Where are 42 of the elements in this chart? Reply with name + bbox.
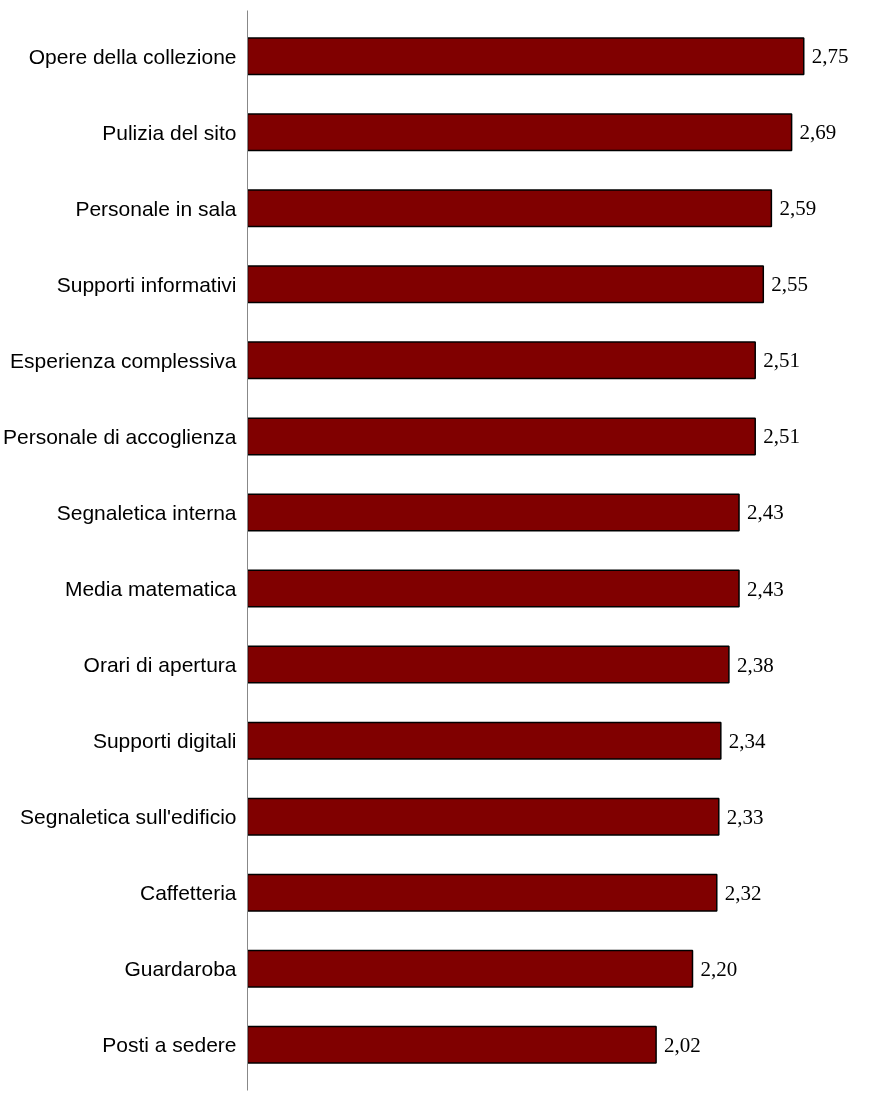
bar [247,493,740,532]
data-label: 2,34 [728,728,767,753]
y-tick-label: Segnaletica sull'edificio [20,805,237,829]
y-tick-label: Caffetteria [140,881,237,905]
bar [247,873,718,912]
data-label: 2,02 [664,1032,701,1057]
data-label: 2,59 [779,196,817,221]
y-tick-label: Esperienza complessiva [10,348,237,372]
y-tick-label: Pulizia del sito [102,120,237,144]
data-label: 2,55 [771,272,809,297]
bar [247,569,740,608]
bar [247,265,765,304]
bar [247,1025,657,1064]
data-label: 2,43 [747,500,784,525]
bar [247,113,793,152]
bar [247,949,694,988]
y-tick-label: Supporti informativi [56,272,237,296]
y-tick-label: Media matematica [64,577,237,601]
bar [247,721,722,760]
y-tick-label: Posti a sedere [102,1033,237,1057]
bar [247,797,720,836]
data-label: 2,51 [763,348,800,373]
data-label: 2,38 [736,652,774,677]
data-label: 2,20 [700,956,738,981]
data-label: 2,43 [747,576,784,601]
data-label: 2,75 [811,44,849,69]
data-label: 2,32 [724,880,762,905]
y-tick-label: Orari di apertura [83,653,237,677]
y-tick-label: Personale in sala [75,196,237,220]
data-label: 2,33 [726,804,764,829]
y-tick-label: Opere della collezione [28,44,237,68]
y-tick-label: Segnaletica interna [56,500,237,524]
bar [247,37,805,76]
bar [247,189,773,228]
bar [247,645,730,684]
data-label: 2,51 [763,424,800,449]
y-tick-label: Supporti digitali [92,729,237,753]
bar [247,341,756,380]
y-tick-label: Personale di accoglienza [3,424,237,448]
y-tick-label: Guardaroba [124,957,237,981]
bar [247,417,756,456]
data-label: 2,69 [799,120,837,145]
